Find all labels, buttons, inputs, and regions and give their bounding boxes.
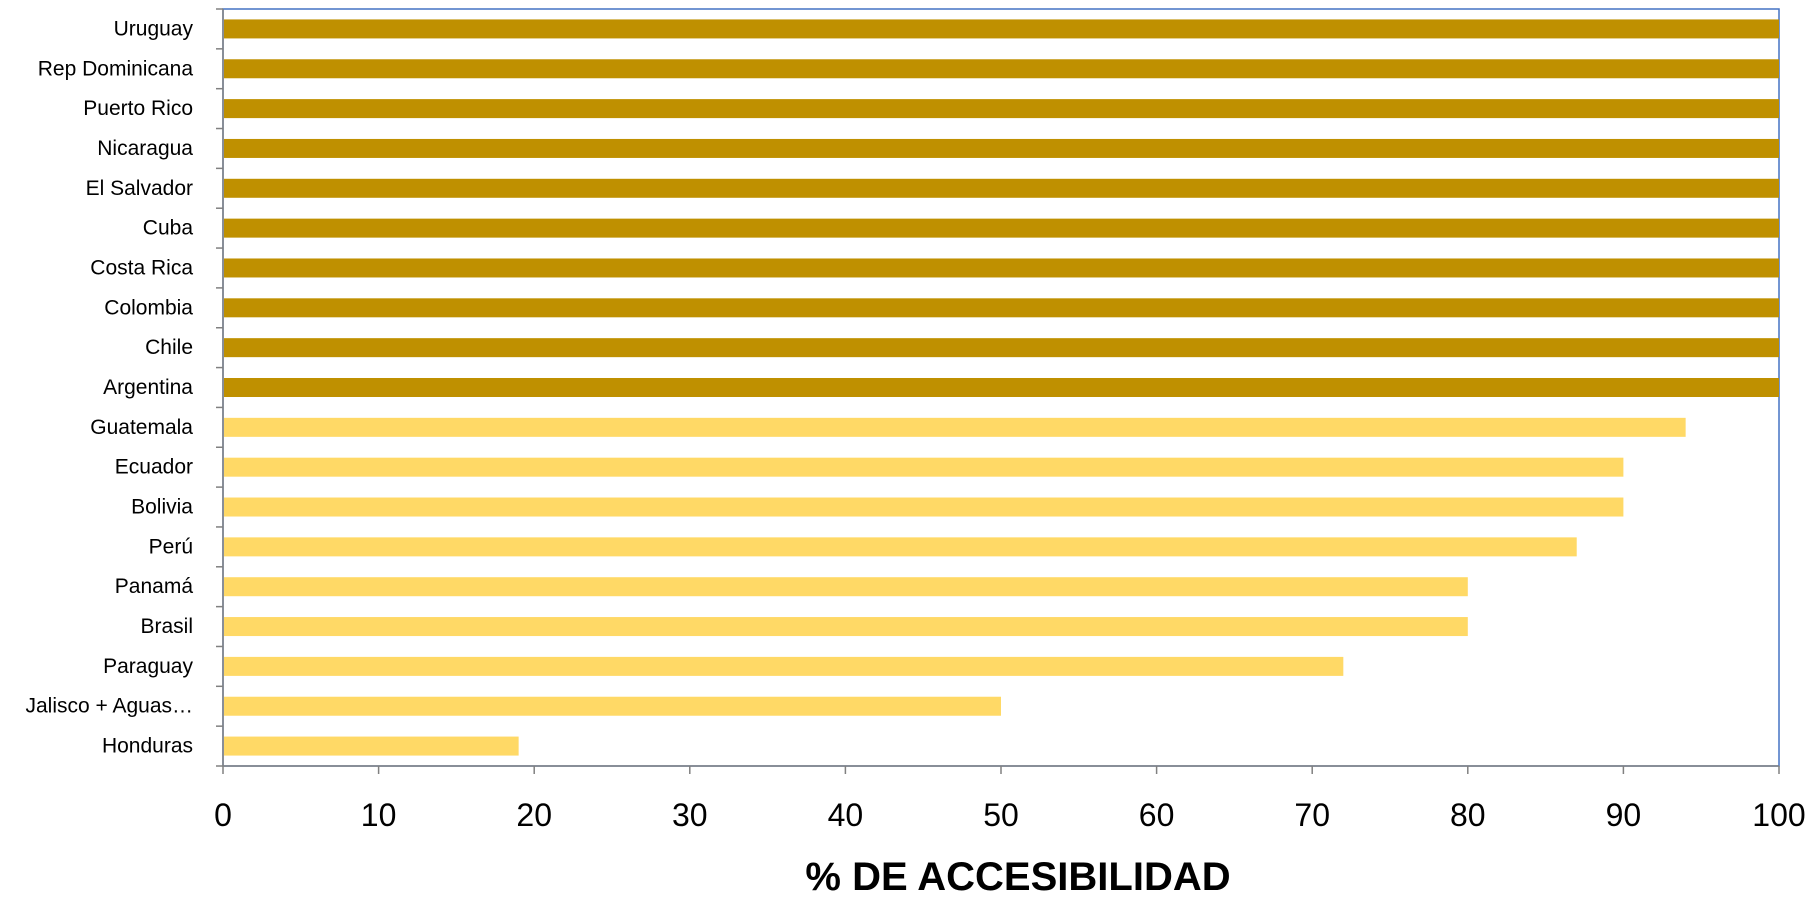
bar	[224, 656, 1344, 676]
bar	[224, 298, 1779, 318]
y-tick-label: Argentina	[103, 376, 193, 399]
y-tick-label: Cuba	[143, 217, 194, 240]
y-tick-label: Paraguay	[103, 655, 193, 678]
bar	[224, 19, 1779, 39]
y-tick-label: Honduras	[102, 735, 193, 758]
x-tick-label: 60	[1139, 797, 1175, 833]
bar	[224, 338, 1779, 358]
y-tick-label: Chile	[145, 336, 193, 359]
bar	[224, 497, 1624, 517]
y-tick-label: Panamá	[115, 575, 194, 598]
bar	[224, 59, 1779, 79]
bar	[224, 378, 1779, 397]
y-tick-label: Ecuador	[115, 456, 193, 479]
x-tick-label: 90	[1606, 797, 1642, 833]
y-tick-label: Perú	[149, 535, 193, 558]
y-tick-label: Puerto Rico	[83, 97, 193, 120]
bar	[224, 178, 1779, 198]
y-axis: Uruguay Rep Dominicana Puerto Rico Nicaragu…	[25, 8, 224, 767]
x-axis: 0 10 20 30 40 50 60 70 80 90 100	[214, 765, 1806, 833]
bar	[224, 99, 1779, 119]
bar	[224, 258, 1779, 278]
y-tick-label: Costa Rica	[90, 256, 193, 279]
x-tick-label: 0	[214, 797, 232, 833]
bar	[224, 417, 1686, 437]
y-tick-label: Jalisco + Aguas…	[25, 695, 193, 718]
y-tick-label: Nicaragua	[97, 137, 193, 160]
x-tick-label: 20	[516, 797, 552, 833]
x-tick-label: 30	[672, 797, 708, 833]
x-tick-label: 40	[828, 797, 864, 833]
bar	[224, 537, 1577, 557]
bar	[224, 577, 1468, 597]
x-tick-label: 70	[1294, 797, 1330, 833]
bar	[224, 138, 1779, 158]
y-tick-label: Brasil	[140, 615, 193, 638]
bars-layer	[224, 19, 1779, 756]
y-tick-label: Colombia	[104, 296, 193, 319]
bar	[224, 696, 1001, 716]
bar	[224, 457, 1624, 477]
x-tick-label: 10	[361, 797, 397, 833]
y-tick-label: Guatemala	[90, 416, 193, 439]
x-axis-title: % DE ACCESIBILIDAD	[805, 855, 1230, 896]
x-tick-label: 50	[983, 797, 1019, 833]
y-tick-label: Rep Dominicana	[38, 57, 194, 80]
bar	[224, 218, 1779, 238]
bar	[224, 617, 1468, 637]
y-tick-label: Bolivia	[131, 496, 193, 519]
y-tick-label: Uruguay	[114, 17, 194, 40]
x-tick-label: 100	[1752, 797, 1805, 833]
bar	[224, 736, 519, 756]
x-tick-label: 80	[1450, 797, 1486, 833]
y-tick-label: El Salvador	[86, 177, 193, 200]
